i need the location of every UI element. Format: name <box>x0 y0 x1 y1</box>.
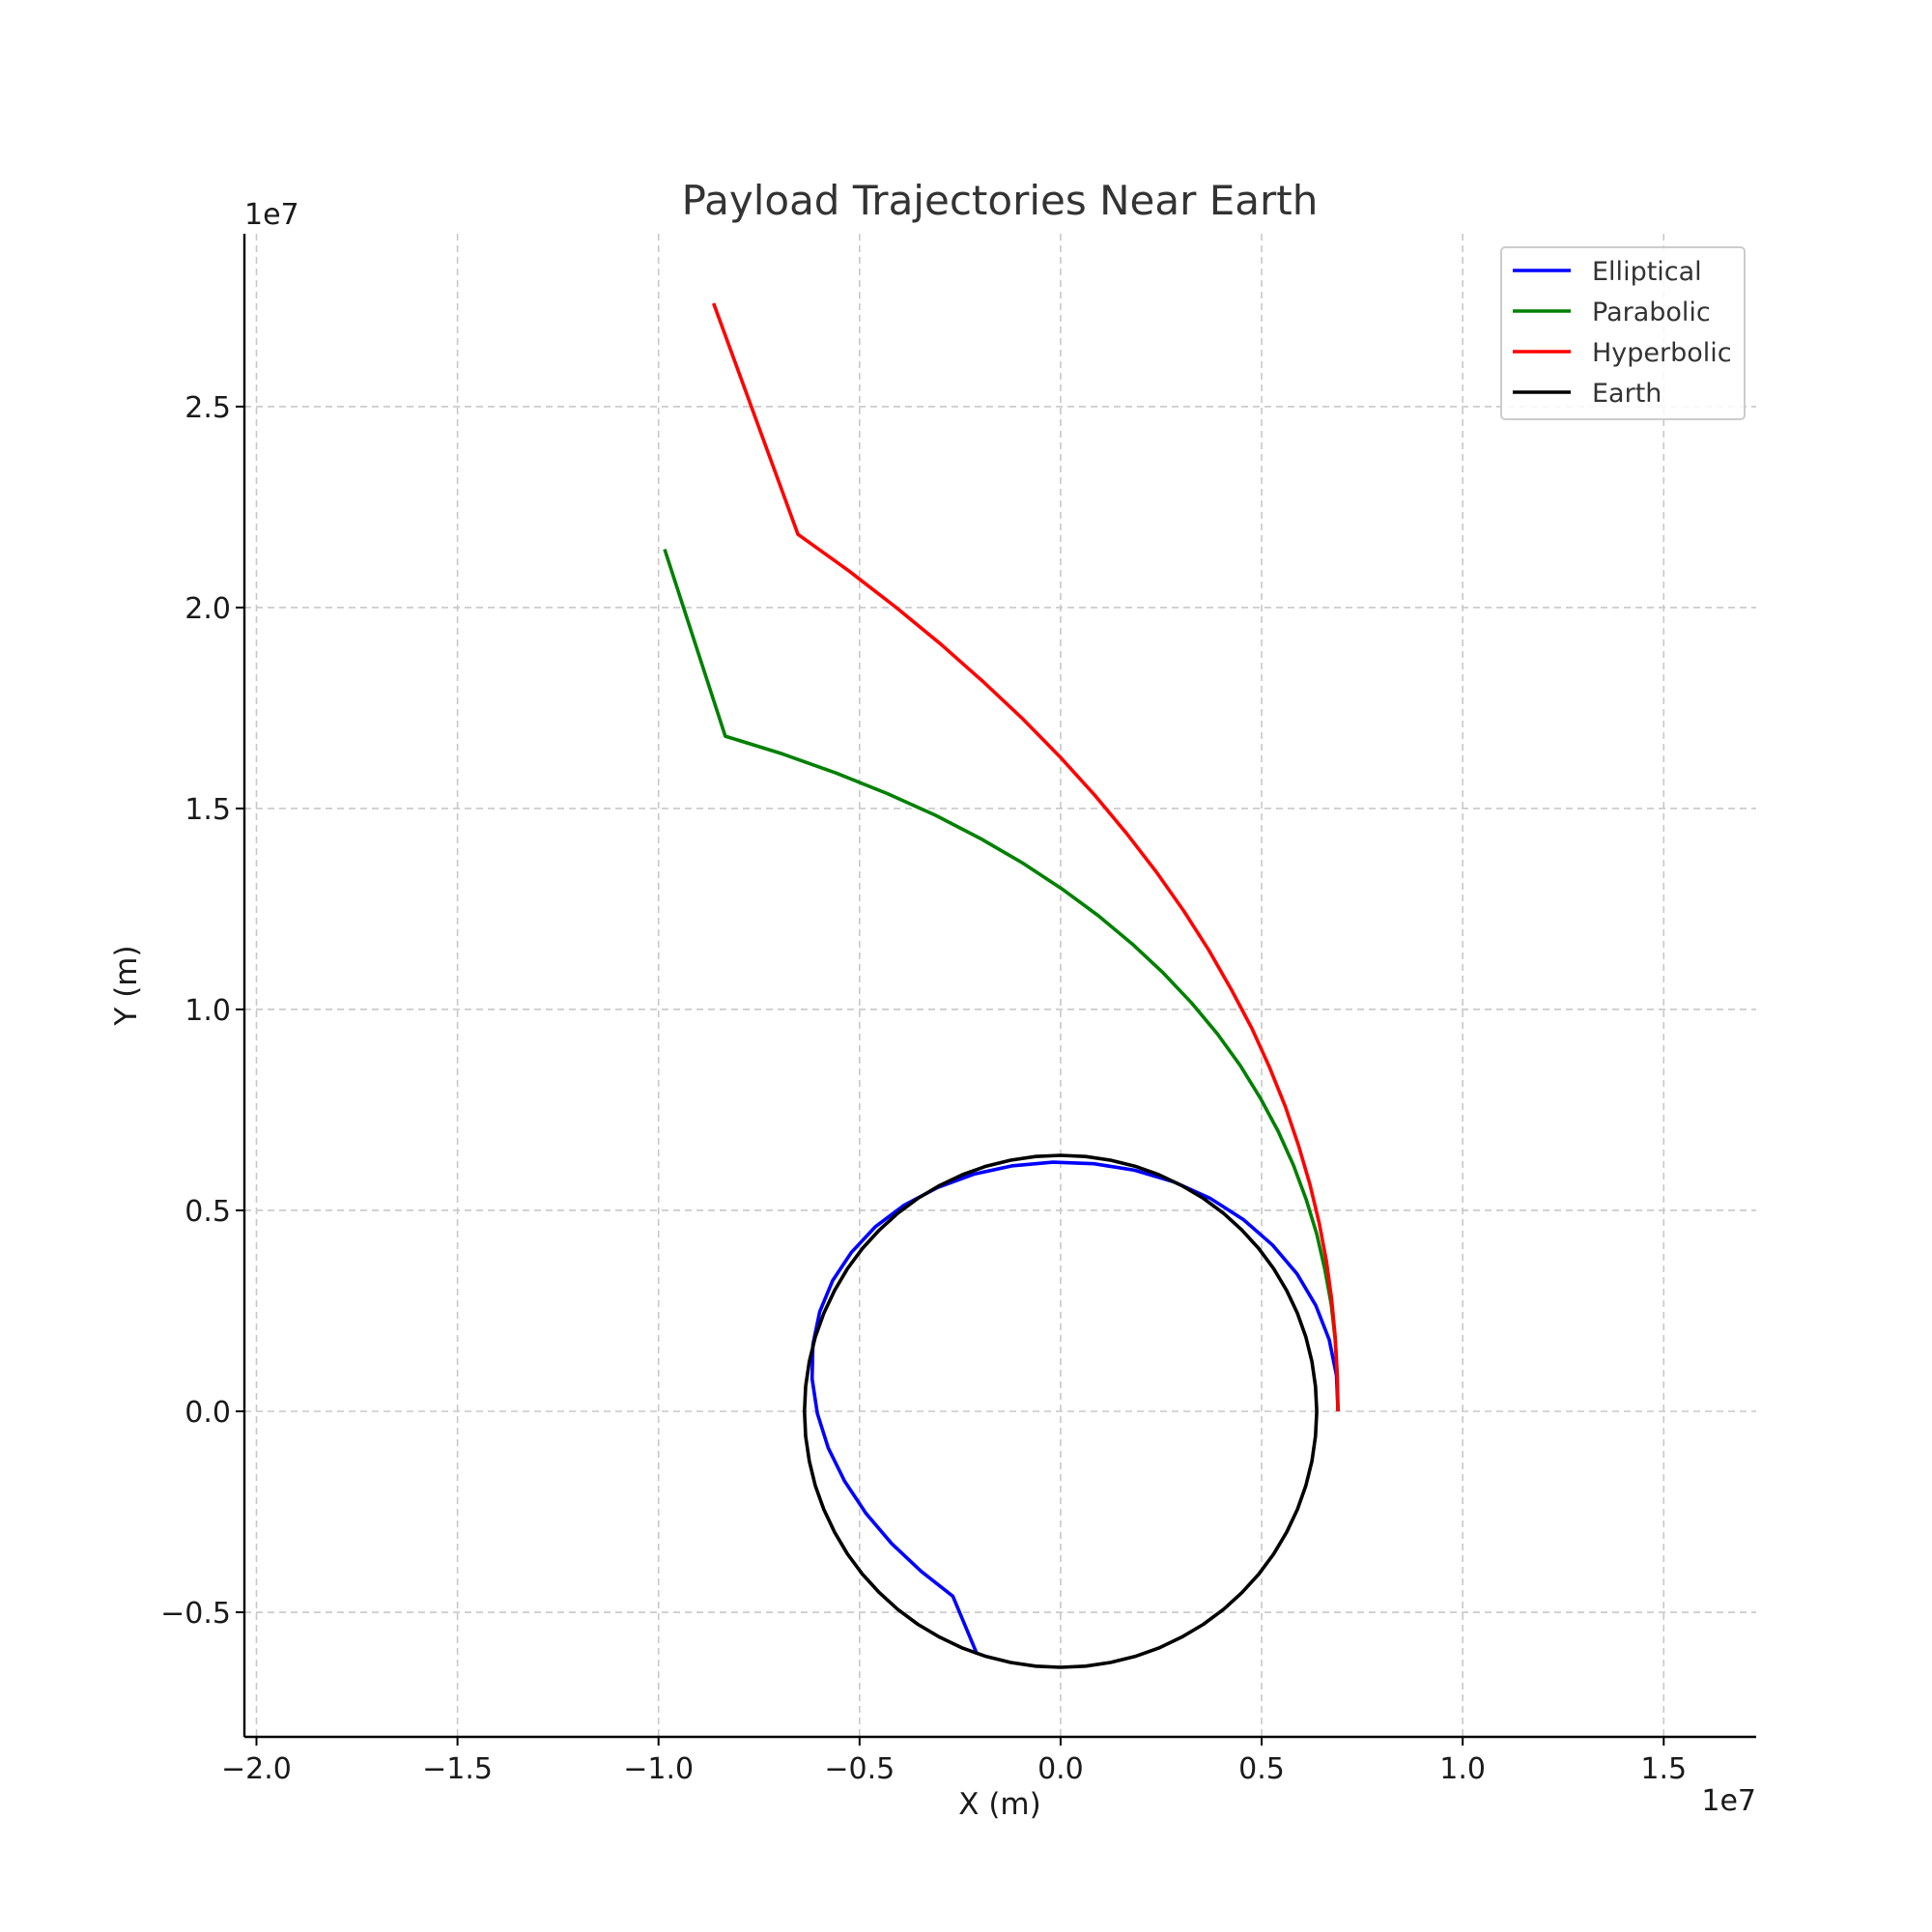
legend-items: Elliptical Parabolic Hyperbolic Earth <box>1513 257 1732 409</box>
legend-label-hyperbolic: Hyperbolic <box>1592 338 1732 368</box>
y-tick-label-1: 0.0 <box>185 1396 231 1430</box>
x-tick-label-5: 0.5 <box>1238 1752 1285 1786</box>
y-tick-label-5: 2.0 <box>185 592 231 626</box>
grid <box>244 234 1756 1737</box>
chart-title: Payload Trajectories Near Earth <box>682 177 1319 224</box>
y-axis-label: Y (m) <box>109 945 144 1026</box>
x-axis-label: X (m) <box>958 1787 1040 1822</box>
series-line-earth <box>802 1153 1319 1669</box>
series-line-parabolic <box>663 549 1340 1412</box>
y-tick-label-6: 2.5 <box>185 391 231 425</box>
x-tick-label-6: 1.0 <box>1439 1752 1486 1786</box>
y-tick-label-2: 0.5 <box>185 1195 231 1229</box>
x-tick-label-0: −2.0 <box>221 1752 292 1786</box>
x-tick-label-3: −0.5 <box>824 1752 895 1786</box>
legend-label-parabolic: Parabolic <box>1592 298 1711 327</box>
tick-labels: −2.0 −1.5 −1.0 −0.5 0.0 0.5 1.0 1.5 −0.5 0.0 0.5 1.… <box>160 391 1687 1786</box>
x-tick-label-2: −1.0 <box>623 1752 694 1786</box>
series-layer <box>663 302 1340 1669</box>
x-tick-label-1: −1.5 <box>422 1752 493 1786</box>
legend-label-earth: Earth <box>1592 379 1662 409</box>
x-tick-label-4: 0.0 <box>1037 1752 1084 1786</box>
legend-frame <box>1500 246 1746 420</box>
y-axis-offset-label: 1e7 <box>244 198 299 232</box>
legend: Elliptical Parabolic Hyperbolic Earth <box>1500 246 1746 420</box>
y-tick-label-0: −0.5 <box>160 1597 231 1631</box>
x-axis-offset-label: 1e7 <box>1701 1784 1756 1818</box>
legend-label-elliptical: Elliptical <box>1592 257 1702 287</box>
y-tick-label-3: 1.0 <box>185 994 231 1028</box>
y-tick-label-4: 1.5 <box>185 793 231 827</box>
x-tick-label-7: 1.5 <box>1640 1752 1687 1786</box>
series-line-hyperbolic <box>712 302 1340 1412</box>
axes <box>242 234 1756 1739</box>
